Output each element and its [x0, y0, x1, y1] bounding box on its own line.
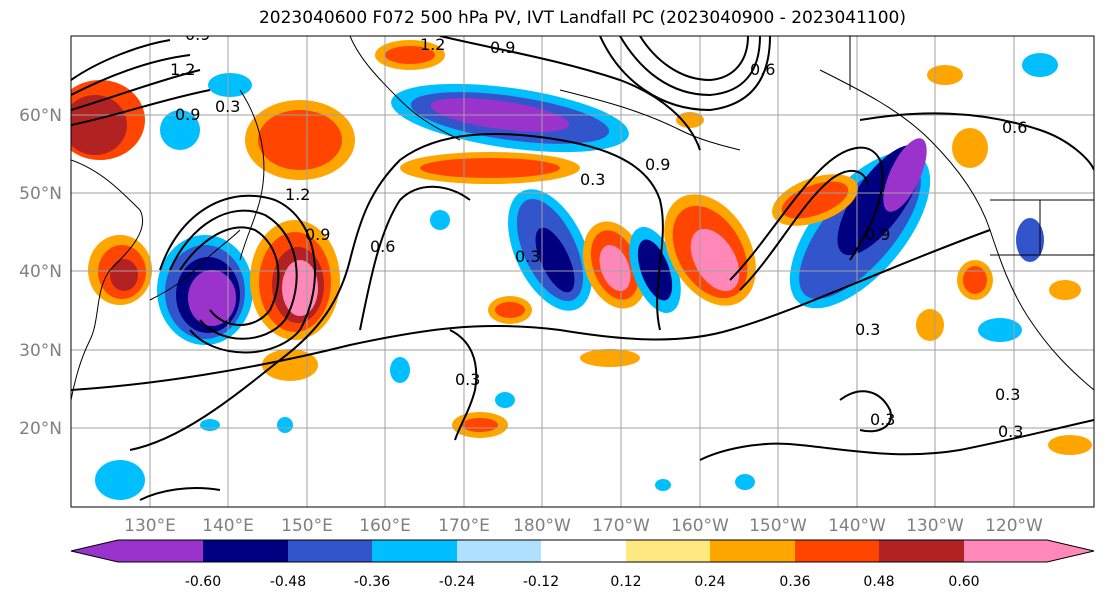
colorbar-swatch [203, 540, 288, 562]
colorbar-tick: 0.48 [863, 574, 894, 590]
colorbar-tick: 0.60 [948, 574, 979, 590]
contour-label: 0.9 [175, 105, 200, 124]
lon-label: 130°W [906, 516, 964, 536]
map-title: 2023040600 F072 500 hPa PV, IVT Landfall… [258, 8, 906, 28]
contour-label: 0.3 [870, 410, 895, 429]
colorbar-swatch [710, 540, 795, 562]
contour-label: 1.2 [420, 35, 445, 54]
lon-label: 130°E [124, 516, 176, 536]
longitude-labels: 130°E 140°E 150°E 160°E 170°E 180°W 170°… [124, 516, 1043, 536]
lon-label: 160°E [359, 516, 411, 536]
colorbar-swatch [626, 540, 710, 562]
contour-label: 0.9 [865, 225, 890, 244]
lon-label: 160°W [671, 516, 729, 536]
contour-label: 0.3 [855, 320, 880, 339]
contour-label: 1.2 [170, 60, 195, 79]
lon-label: 140°W [828, 516, 886, 536]
contour-label: 0.6 [1002, 118, 1027, 137]
contour-label: 0.3 [455, 370, 480, 389]
colorbar: -0.60 -0.48 -0.36 -0.24 -0.12 0.12 0.24 … [70, 539, 1095, 590]
contour-label: 0.3 [995, 385, 1020, 404]
colorbar-swatch [118, 540, 203, 562]
lat-label: 60°N [19, 106, 62, 126]
colorbar-extend-low [71, 540, 118, 562]
lon-label: 170°E [438, 516, 490, 536]
lon-label: 120°W [985, 516, 1043, 536]
colorbar-tick: -0.48 [270, 574, 306, 590]
contour-label: 0.3 [580, 170, 605, 189]
colorbar-swatch [879, 540, 964, 562]
lon-label: 150°W [749, 516, 807, 536]
colorbar-tick: -0.60 [185, 574, 221, 590]
lat-label: 40°N [19, 262, 62, 282]
colorbar-tick: 0.24 [694, 574, 725, 590]
colorbar-tick: 0.12 [610, 574, 641, 590]
contour-label: 0.9 [185, 25, 210, 44]
colorbar-swatch [457, 540, 541, 562]
lon-label: 140°E [202, 516, 254, 536]
ivt-contours [71, 36, 1094, 501]
map-frame [70, 35, 1095, 508]
contour-label: 0.9 [490, 38, 515, 57]
pv-shading [71, 40, 1092, 500]
contour-label: 0.6 [370, 237, 395, 256]
colorbar-tick: 0.36 [779, 574, 810, 590]
contour-label: 0.9 [645, 155, 670, 174]
lat-label: 20°N [19, 419, 62, 439]
colorbar-tick: -0.36 [354, 574, 390, 590]
lon-label: 150°E [281, 516, 333, 536]
lon-label: 180°W [513, 516, 571, 536]
contour-label: 0.9 [305, 225, 330, 244]
contour-label: 1.2 [285, 185, 310, 204]
contour-labels: 1.2 0.9 0.9 1.2 0.3 0.9 1.2 0.9 0.6 0.3 … [170, 25, 1027, 441]
contour-label: 0.3 [215, 97, 240, 116]
latitude-labels: 60°N 50°N 40°N 30°N 20°N [19, 106, 62, 439]
colorbar-swatch [288, 540, 372, 562]
lon-label: 170°W [592, 516, 650, 536]
coastlines [71, 36, 1094, 401]
colorbar-extend-high [964, 540, 1094, 562]
colorbar-swatch [795, 540, 879, 562]
colorbar-tick: -0.24 [439, 574, 475, 590]
lat-label: 30°N [19, 341, 62, 361]
colorbar-tick: -0.12 [523, 574, 559, 590]
contour-label: 0.3 [998, 422, 1023, 441]
contour-label: 0.3 [515, 247, 540, 266]
contour-label: 0.6 [750, 60, 775, 79]
colorbar-swatch [541, 540, 626, 562]
colorbar-swatch [372, 540, 457, 562]
lat-label: 50°N [19, 184, 62, 204]
